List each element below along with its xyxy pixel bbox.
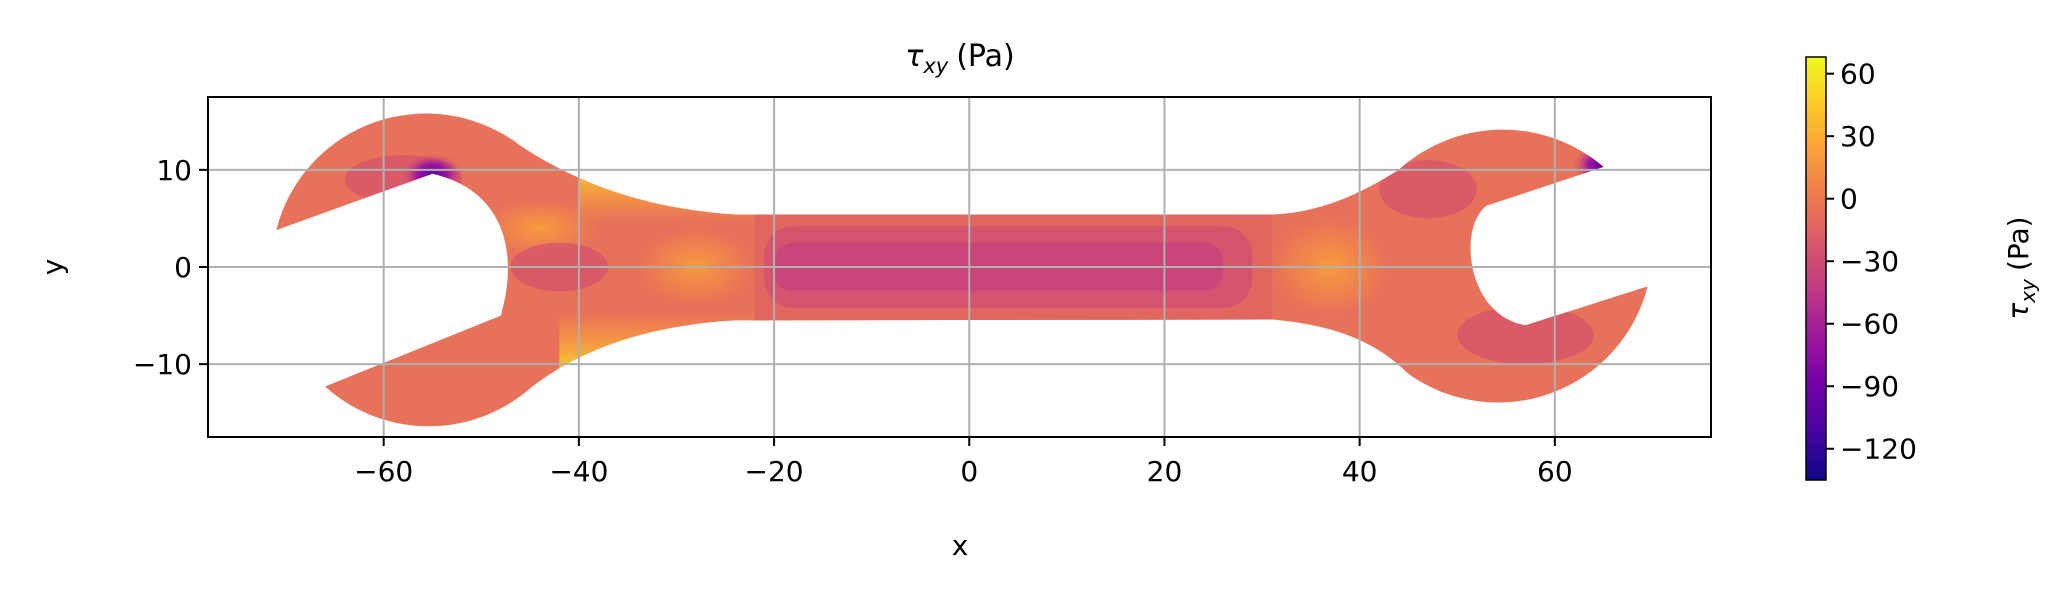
colorbar-tick-label: −120 (1840, 433, 1917, 466)
colorbar-bar (1805, 56, 1827, 481)
x-tick-label: 60 (1537, 455, 1573, 488)
chart-title: τxy (Pa) (905, 39, 1014, 78)
y-axis-ticks: −10 0 10 (133, 154, 208, 381)
plot-area (208, 97, 1711, 437)
x-axis-label: x (952, 529, 969, 562)
warm-contour-blob (481, 199, 599, 258)
colorbar-tick-label: −60 (1840, 308, 1899, 341)
y-tick-label: 0 (174, 251, 192, 284)
colorbar-label-unit: (Pa) (2002, 216, 2035, 271)
colorbar: 60 30 0 −30 −60 −90 −120 τxy (Pa) (1805, 56, 2040, 481)
cool-contour-patch (1379, 160, 1477, 219)
colorbar-tick-label: 0 (1840, 183, 1858, 216)
y-tick-label: −10 (133, 348, 192, 381)
x-tick-label: −20 (745, 455, 804, 488)
colorbar-tick-label: −30 (1840, 245, 1899, 278)
x-tick-label: 40 (1342, 455, 1378, 488)
lower-neck-edge-band (559, 310, 785, 379)
colorbar-tick-label: −90 (1840, 370, 1899, 403)
y-tick-label: 10 (156, 154, 192, 187)
x-tick-label: −60 (354, 455, 413, 488)
colorbar-label-symbol: τ (2002, 303, 2035, 320)
colorbar-ticks: 60 30 0 −30 −60 −90 −120 (1826, 58, 1917, 466)
right-jaw-tip-hotspot (1572, 143, 1635, 187)
x-tick-label: 20 (1147, 455, 1183, 488)
title-symbol: τ (905, 39, 924, 74)
title-unit: (Pa) (956, 39, 1015, 74)
colorbar-tick-label: 60 (1840, 58, 1876, 91)
colorbar-tick-label: 30 (1840, 120, 1876, 153)
x-tick-label: −40 (549, 455, 608, 488)
left-jaw-tip-hotspot (401, 153, 464, 197)
colorbar-label-subscript: xy (2016, 278, 2040, 304)
y-axis-label: y (36, 259, 69, 276)
colorbar-label: τxy (Pa) (2002, 216, 2040, 319)
cool-contour-patch (1457, 305, 1594, 365)
gridlines (208, 97, 1711, 437)
x-tick-label: 0 (960, 455, 978, 488)
x-axis-ticks: −60 −40 −20 0 20 40 60 (354, 437, 1573, 488)
title-subscript: xy (922, 54, 948, 78)
